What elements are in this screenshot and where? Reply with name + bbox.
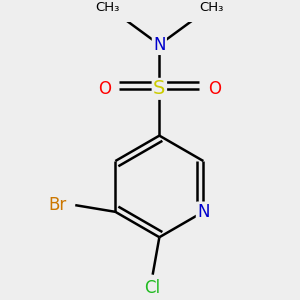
Text: N: N [197, 203, 210, 221]
Text: S: S [153, 79, 166, 98]
Text: N: N [153, 36, 166, 54]
Text: O: O [208, 80, 221, 98]
Text: Br: Br [49, 196, 67, 214]
Text: O: O [98, 80, 111, 98]
Text: Cl: Cl [145, 279, 161, 297]
Text: CH₃: CH₃ [199, 1, 224, 14]
Text: CH₃: CH₃ [95, 1, 119, 14]
